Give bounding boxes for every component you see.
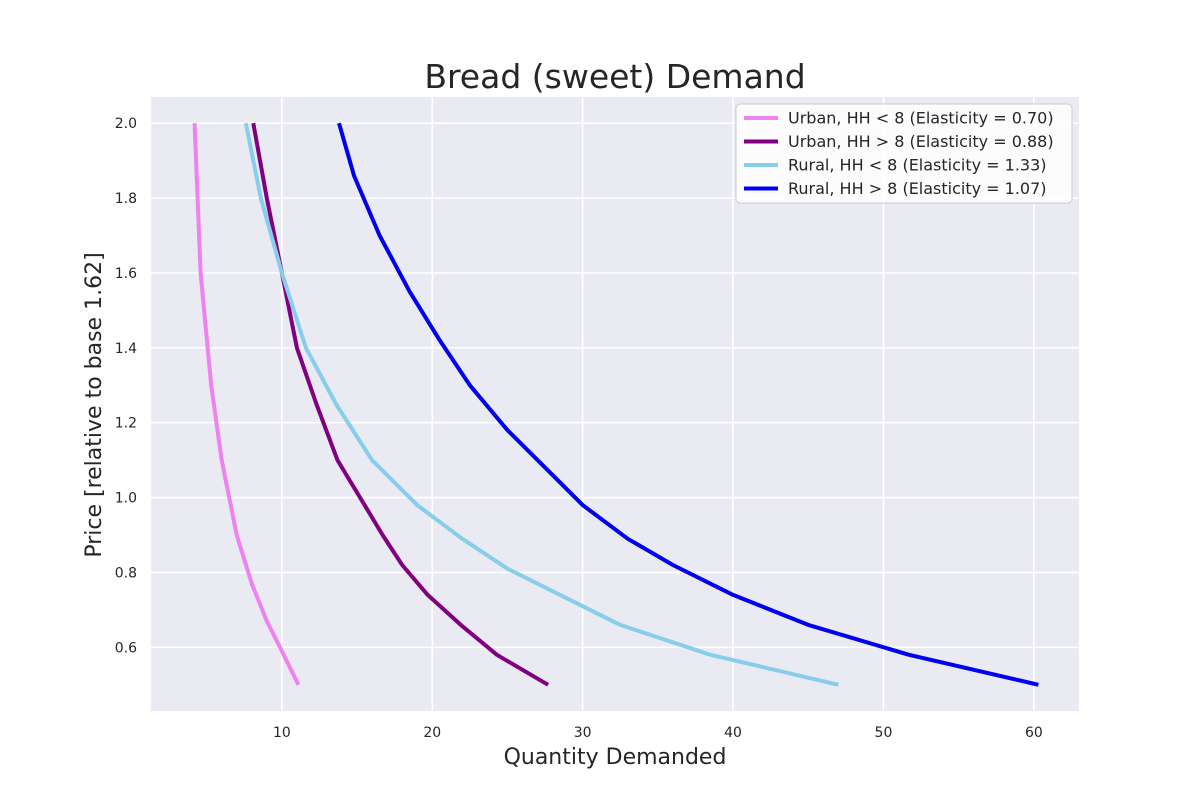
y-tick-labels: 0.6 0.8 1.0 1.2 1.4 1.6 1.8 2.0 [115,116,137,656]
legend-label: Urban, HH > 8 (Elasticity = 0.88) [788,132,1054,151]
grid-lines [151,97,1079,711]
x-tick-label: 40 [724,725,742,741]
x-tick-label: 50 [875,725,893,741]
legend-label: Rural, HH > 8 (Elasticity = 1.07) [788,179,1047,198]
series-line-0 [192,123,301,686]
y-tick-label: 1.4 [115,341,137,357]
series-line-3 [337,122,1039,687]
legend-label: Rural, HH < 8 (Elasticity = 1.33) [788,156,1047,175]
series-lines [192,122,1039,687]
chart-title: Bread (sweet) Demand [424,57,805,96]
y-axis-label: Price [relative to base 1.62] [82,252,107,557]
series-line-2 [243,122,839,687]
x-tick-label: 30 [574,725,592,741]
y-tick-label: 1.0 [115,491,137,507]
legend-label: Urban, HH < 8 (Elasticity = 0.70) [788,109,1054,128]
y-tick-label: 1.6 [115,266,137,282]
x-tick-label: 20 [423,725,441,741]
legend-box [735,103,1073,204]
y-tick-label: 1.8 [115,191,137,207]
legend: Urban, HH < 8 (Elasticity = 0.70) Urban, … [735,103,1073,204]
y-tick-label: 1.2 [115,416,137,432]
x-tick-label: 10 [273,725,291,741]
y-tick-label: 2.0 [115,116,137,132]
y-tick-label: 0.8 [115,565,137,581]
legend-entries: Urban, HH < 8 (Elasticity = 0.70) Urban, … [744,109,1054,198]
x-axis-label: Quantity Demanded [504,745,727,770]
y-tick-label: 0.6 [115,640,137,656]
x-tick-label: 60 [1025,725,1043,741]
x-tick-labels: 10 20 30 40 50 60 [273,725,1043,741]
